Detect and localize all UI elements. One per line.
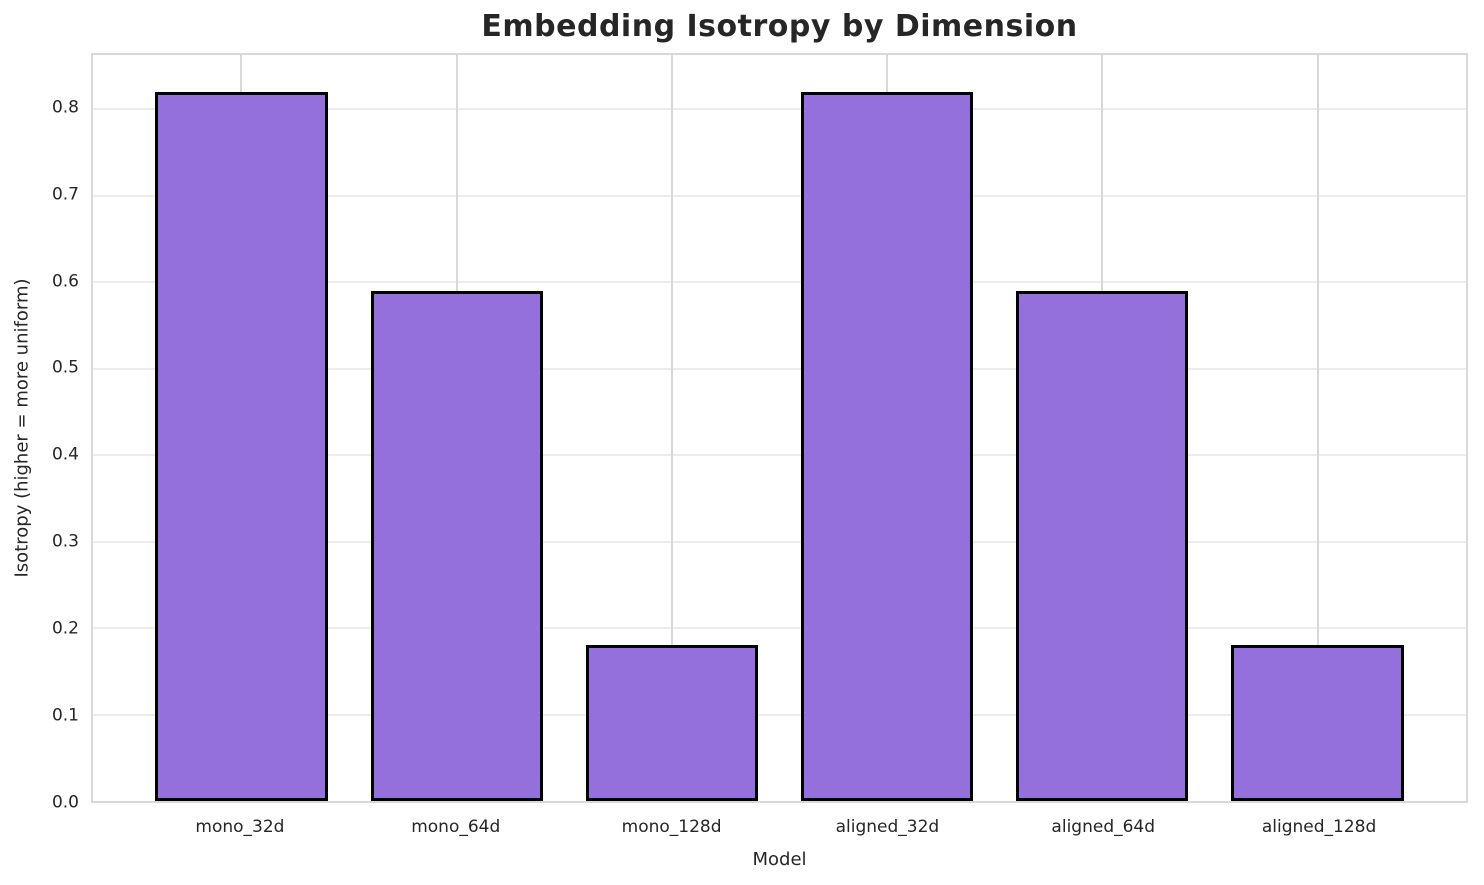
y-tick-label: 0.5 (51, 357, 79, 378)
x-tick-label: mono_128d (621, 817, 722, 837)
gridline-horizontal (93, 281, 1466, 284)
gridline-horizontal (93, 367, 1466, 370)
gridline-horizontal (93, 627, 1466, 630)
x-tick-label: aligned_128d (1261, 817, 1377, 837)
bar-mono_64d (370, 291, 543, 801)
y-tick-label: 0.7 (51, 184, 79, 205)
chart-title: Embedding Isotropy by Dimension (481, 9, 1078, 44)
gridline-vertical (1316, 55, 1319, 801)
y-tick-label: 0.3 (51, 531, 79, 552)
x-axis: mono_32d mono_64d mono_128d aligned_32d alig… (91, 803, 1468, 843)
y-tick-label: 0.8 (51, 97, 79, 118)
bar-mono_32d (155, 92, 328, 801)
y-tick-label: 0.1 (51, 705, 79, 726)
y-tick-label: 0.0 (51, 792, 79, 813)
gridline-horizontal (93, 713, 1466, 716)
gridline-horizontal (93, 454, 1466, 457)
x-tick-label: aligned_32d (835, 817, 940, 837)
y-axis-label: Isotropy (higher = more uniform) (11, 278, 33, 578)
bar-aligned_32d (801, 92, 974, 801)
y-axis: 0.0 0.1 0.2 0.3 0.4 0.5 0.6 0.7 0.8 (0, 53, 79, 811)
gridline-vertical (670, 55, 673, 801)
y-tick-label: 0.4 (51, 444, 79, 465)
gridline-horizontal (93, 194, 1466, 197)
gridline-horizontal (93, 540, 1466, 543)
bar-aligned_64d (1016, 291, 1189, 801)
gridline-horizontal (93, 108, 1466, 111)
x-tick-label: mono_32d (195, 817, 285, 837)
x-axis-label: Model (752, 849, 807, 870)
bar-mono_128d (585, 645, 758, 801)
plot-area (91, 53, 1468, 803)
x-tick-label: aligned_64d (1051, 817, 1156, 837)
x-tick-label: mono_64d (411, 817, 501, 837)
y-tick-label: 0.2 (51, 618, 79, 639)
bar-aligned_128d (1231, 645, 1404, 801)
y-tick-label: 0.6 (51, 271, 79, 292)
